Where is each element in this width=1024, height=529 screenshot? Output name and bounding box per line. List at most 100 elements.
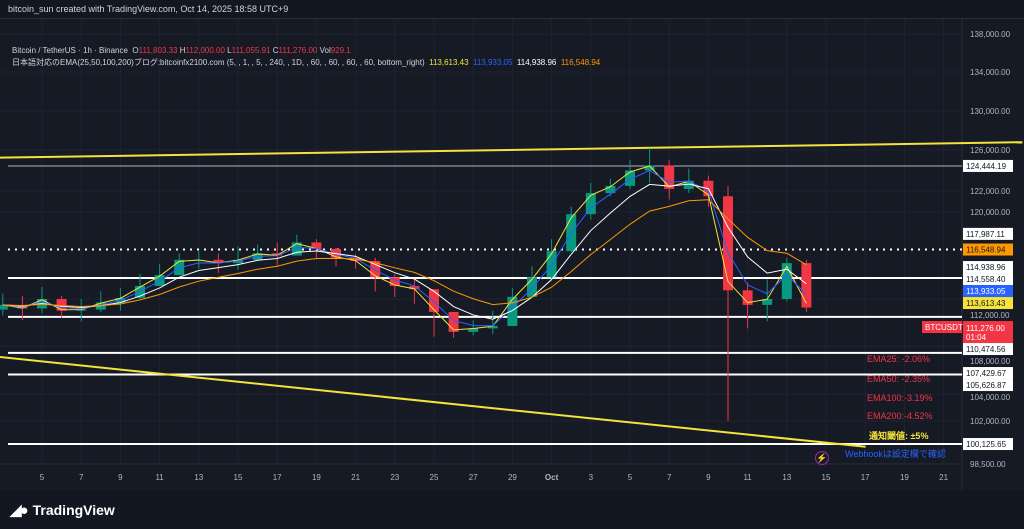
tradingview-logo-icon: ◢● [10,501,29,519]
volume-label: Vol [319,46,331,55]
tradingview-logo[interactable]: ◢● TradingView [10,501,115,519]
candle-body [664,165,675,189]
volume-value: 929.1 [330,46,351,55]
price-label: 124,444.19 [966,162,1007,171]
price-label-bg [963,367,1013,380]
price-label-bg [963,261,1013,274]
time-tick: 19 [312,473,321,482]
ema100-value: 114,938.96 [516,58,557,67]
time-tick: 11 [155,473,164,482]
open-value: 111,803.33 [138,46,178,55]
time-tick: 15 [234,473,243,482]
candle-body [429,289,439,312]
candle-body [507,296,518,327]
price-label: 116,548.94 [966,246,1006,255]
candle-body [0,304,8,310]
candle-body [644,165,655,171]
price-tick: 112,000.00 [970,311,1010,320]
price-label-bg [963,285,1013,298]
candle-body [448,311,459,332]
price-label: 113,933.05 [966,287,1006,296]
price-label-bg [963,379,1013,392]
ema200-line [2,199,807,307]
price-label-bg [963,273,1013,286]
price-label: 105,626.87 [966,381,1007,390]
symbol-tag-bg [922,321,962,334]
ohlc-row: Bitcoin / TetherUS · 1h · Binance O111,8… [12,45,600,57]
candle-body [625,170,635,186]
candle-body [213,259,224,264]
webhook-note: Webhookは設定欄で確認 [845,449,946,459]
price-label: 117,987.11 [966,230,1005,239]
candle-body [781,263,792,299]
ema25-value: 113,613.43 [429,58,469,67]
trendline[interactable] [0,353,866,448]
price-tick: 104,000.00 [970,393,1011,402]
ema200-value: 116,548.94 [560,58,601,67]
price-tick: 130,000.00 [970,107,1011,116]
chart-pane[interactable]: Bitcoin / TetherUS · 1h · Binance O111,8… [0,18,1024,491]
footer: ◢● TradingView [0,490,1024,529]
price-tick: 98,500.00 [970,460,1006,469]
time-tick: 23 [390,473,399,482]
price-label: 114,938.96 [966,263,1006,272]
time-tick: Oct [545,473,559,482]
time-tick: 21 [351,473,360,482]
price-plot[interactable]: 138,000.00 134,000.00 130,000.00 126,000.00… [0,19,1024,491]
ema50-line [2,170,807,327]
candle-body [76,309,87,311]
bar-countdown: 01:04 [966,333,987,342]
candle-body [723,196,733,291]
symbol-tag: BTCUSDT [925,323,963,332]
time-tick: 7 [667,473,672,482]
time-tick: 5 [628,473,633,482]
candle-body [272,253,283,256]
price-tick: 134,000.00 [970,68,1011,77]
indicator-title[interactable]: 日本語対応のEMA(25,50,100,200)ブログ:bitcoinfx210… [12,58,425,67]
price-label-bg [963,343,1013,356]
candle-body [527,277,537,297]
candle-body [56,299,67,311]
price-label-bg [963,227,1013,240]
candle-body [311,242,322,249]
price-tick: 122,000.00 [970,187,1011,196]
symbol-title[interactable]: Bitcoin / TetherUS · 1h · Binance [12,46,128,55]
candle-body [291,242,302,256]
candle-body [135,285,145,298]
price-label: 110,474.56 [966,345,1006,354]
trendline[interactable] [0,141,1023,159]
candle-body [487,326,498,329]
candle-body [762,299,773,305]
time-tick: 11 [743,473,752,482]
ema25-deviation: EMA25: -2.06% [867,354,931,364]
candle-body [370,260,381,278]
time-tick: 25 [430,473,439,482]
time-tick: 3 [589,473,594,482]
price-tick: 138,000.00 [970,30,1011,39]
high-value: 112,000.00 [185,46,225,55]
alert-threshold: 通知閾値: ±5% [869,431,929,441]
price-label-bg [963,438,1013,451]
ema50-deviation: EMA50: -2.35% [867,374,931,384]
time-tick: 9 [706,473,711,482]
time-tick: 17 [861,473,870,482]
current-price-bg [963,321,1013,344]
price-tick: 102,000.00 [970,417,1011,426]
high-label: H [179,46,186,55]
candle-body [683,180,694,189]
price-label-bg [963,243,1013,256]
ema100-line [2,183,807,320]
candle-body [468,328,479,332]
candle-body [585,193,596,215]
price-label: 114,558.40 [966,275,1006,284]
candle-body [389,277,400,286]
time-tick: 29 [508,473,517,482]
chart-credit: bitcoin_sun created with TradingView.com… [8,4,289,14]
current-price: 111,276.00 [966,324,1005,333]
chart-legend: Bitcoin / TetherUS · 1h · Binance O111,8… [12,45,600,69]
candle-body [154,275,165,286]
lightning-event-icon[interactable]: ⚡ [815,451,829,465]
time-tick: 27 [469,473,478,482]
candle-body [742,290,753,305]
candle-body [605,185,616,194]
